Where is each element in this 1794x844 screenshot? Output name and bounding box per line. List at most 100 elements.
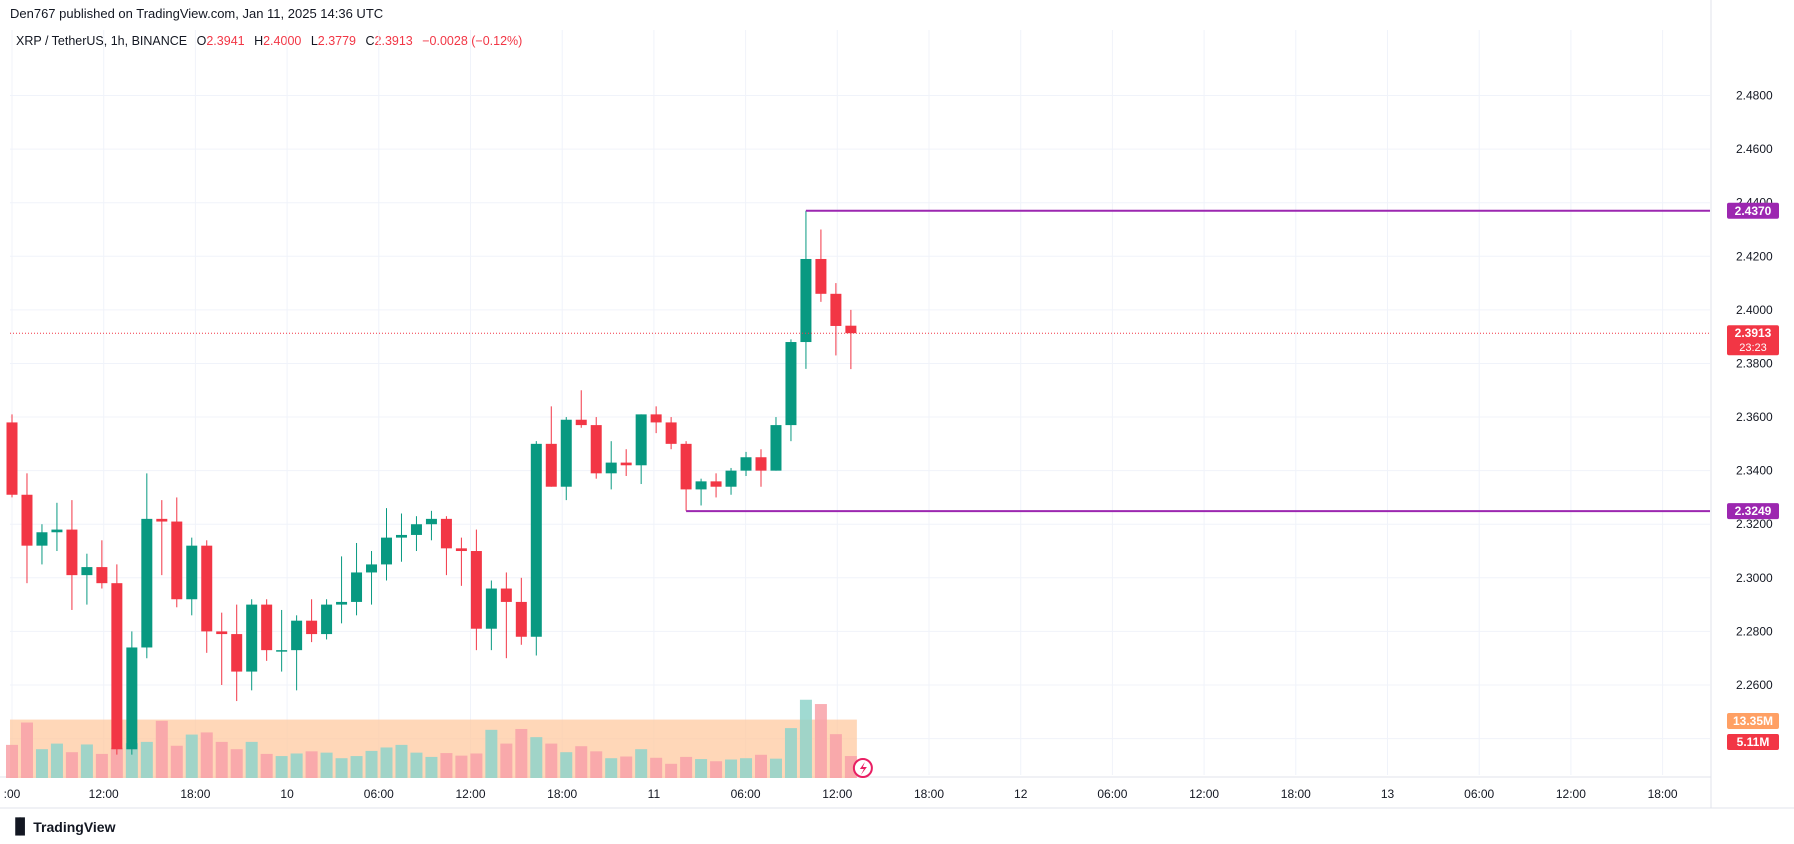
volume-bar bbox=[80, 744, 93, 778]
candle-body bbox=[590, 425, 602, 474]
candle-body bbox=[740, 457, 752, 471]
open-value: 2.3941 bbox=[206, 34, 245, 48]
volume-bar bbox=[170, 745, 183, 778]
volume-bar bbox=[575, 746, 588, 778]
published-byline: Den767 published on TradingView.com, Jan… bbox=[10, 6, 384, 21]
volume-bar bbox=[710, 761, 723, 778]
price-tick-label: 2.3800 bbox=[1736, 356, 1773, 370]
candle-body bbox=[830, 293, 842, 326]
candle-body bbox=[291, 620, 303, 651]
tradingview-logo[interactable]: ▐▌ TradingView bbox=[10, 818, 115, 835]
candle-body bbox=[470, 551, 482, 629]
time-tick-label: 06:00 bbox=[1464, 787, 1494, 801]
volume-bar bbox=[365, 750, 378, 778]
volume-bar bbox=[410, 752, 423, 778]
candle-body bbox=[6, 422, 18, 495]
volume-bar bbox=[6, 744, 18, 778]
volume-bar bbox=[605, 758, 618, 778]
volume-bar bbox=[769, 758, 782, 778]
volume-bar bbox=[395, 744, 408, 778]
candle-body bbox=[231, 634, 243, 672]
time-tick-label: 13 bbox=[1381, 787, 1395, 801]
tradingview-logo-text: TradingView bbox=[33, 818, 116, 835]
volume-bar bbox=[695, 759, 708, 778]
candle-body bbox=[216, 631, 228, 635]
volume-bar bbox=[500, 743, 513, 778]
time-tick-label: 12:00 bbox=[1556, 787, 1586, 801]
volume-bar bbox=[485, 729, 498, 778]
volume-bar bbox=[335, 758, 348, 778]
candle-body bbox=[201, 545, 213, 632]
candle-body bbox=[410, 524, 422, 535]
current-price-tag-bg bbox=[1727, 325, 1779, 356]
candle-body bbox=[785, 342, 797, 426]
candle-body bbox=[246, 604, 258, 672]
volume-bar bbox=[725, 759, 738, 778]
time-tick-label: 06:00 bbox=[731, 787, 761, 801]
candle-body bbox=[96, 567, 108, 584]
volume-bar bbox=[635, 749, 648, 778]
volume-bar bbox=[350, 756, 363, 778]
resistance-price-tag-bg bbox=[1727, 202, 1779, 219]
symbol-legend[interactable]: XRP / TetherUS, 1h, BINANCE O2.3941 H2.4… bbox=[16, 34, 522, 48]
candle-body bbox=[321, 604, 333, 635]
candle-body bbox=[545, 443, 557, 487]
volume-bar bbox=[20, 722, 33, 778]
candle-body bbox=[680, 443, 692, 490]
volume-bar bbox=[560, 752, 573, 778]
candle-body bbox=[530, 443, 542, 637]
candle-body bbox=[276, 650, 288, 652]
volume-bar bbox=[380, 747, 393, 778]
volume-bar bbox=[784, 728, 797, 778]
candle-body bbox=[336, 601, 348, 605]
volume-bar bbox=[455, 755, 468, 778]
volume-bar bbox=[530, 737, 543, 778]
volume-bar bbox=[110, 747, 123, 778]
price-tick-label: 2.4600 bbox=[1736, 142, 1773, 156]
change-value: −0.0028 (−0.12%) bbox=[422, 34, 523, 48]
candle-body bbox=[186, 545, 198, 600]
time-tick-label: 18:00 bbox=[547, 787, 577, 801]
candle-body bbox=[440, 518, 452, 549]
resistance-price-tag: 2.4370 bbox=[1735, 204, 1772, 218]
candle-body bbox=[351, 572, 363, 602]
candle-body bbox=[620, 462, 632, 466]
candle-body bbox=[485, 588, 497, 629]
close-value: 2.3913 bbox=[374, 34, 413, 48]
support-price-tag: 2.3249 bbox=[1735, 504, 1772, 518]
candle-body bbox=[635, 414, 647, 466]
candle-body bbox=[306, 620, 318, 635]
candle-body bbox=[665, 422, 677, 444]
candle-body bbox=[261, 604, 273, 651]
time-tick-label: 18:00 bbox=[180, 787, 210, 801]
volume-bar bbox=[35, 749, 48, 778]
time-tick-label: 18:00 bbox=[1648, 787, 1678, 801]
candle-body bbox=[500, 588, 512, 602]
price-tick-label: 2.4800 bbox=[1736, 89, 1773, 103]
symbol-name[interactable]: XRP / TetherUS, 1h, BINANCE bbox=[16, 34, 188, 48]
volume-bar bbox=[814, 704, 827, 778]
price-tick-label: 2.2800 bbox=[1736, 624, 1773, 638]
candle-body bbox=[515, 601, 527, 637]
volume-bar bbox=[620, 756, 633, 778]
candle-body bbox=[710, 481, 722, 487]
low-label: L bbox=[310, 34, 318, 48]
candle-body bbox=[381, 537, 392, 565]
volume-bar bbox=[200, 732, 213, 778]
candle-body bbox=[66, 529, 78, 576]
candle-body bbox=[126, 647, 138, 750]
volume-bar bbox=[440, 753, 453, 778]
volume-bar bbox=[155, 720, 168, 778]
volume-bar bbox=[829, 734, 842, 778]
countdown-tag: 23:23 bbox=[1739, 342, 1767, 354]
candle-body bbox=[21, 494, 33, 546]
time-tick-label: 12 bbox=[1014, 787, 1028, 801]
candle-body bbox=[800, 258, 812, 343]
volume-bar bbox=[425, 756, 438, 778]
volume-bar bbox=[650, 757, 663, 778]
candle-body bbox=[111, 583, 123, 750]
volume-bar bbox=[320, 752, 333, 778]
lightning-glyph bbox=[859, 762, 867, 775]
volume-bar bbox=[290, 753, 303, 778]
